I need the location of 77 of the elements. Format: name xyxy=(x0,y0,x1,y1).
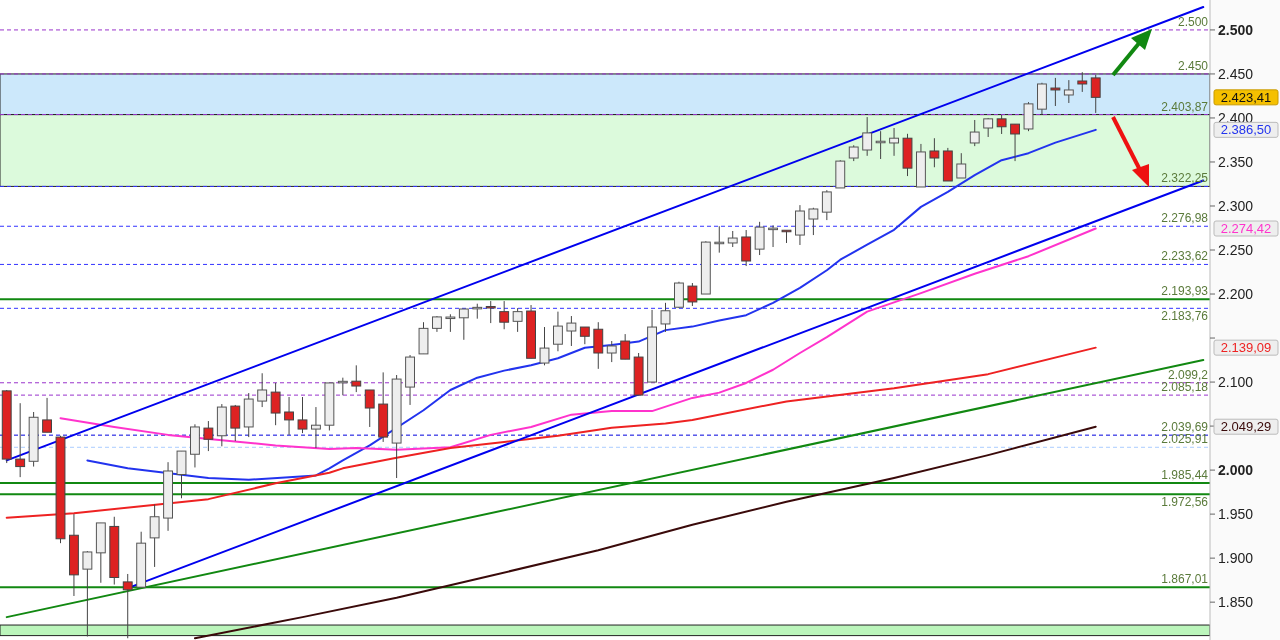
text: 2.274,42 xyxy=(1220,221,1272,237)
candlestick xyxy=(297,396,308,434)
y-tick-label: 2.000 xyxy=(1218,462,1254,479)
candlestick xyxy=(969,119,980,147)
y-tick-label: 1.900 xyxy=(1218,550,1254,567)
candlestick xyxy=(768,224,778,248)
candlestick xyxy=(808,207,819,236)
candlestick xyxy=(284,396,294,436)
candlestick xyxy=(82,550,93,637)
candlestick xyxy=(15,402,26,478)
line-series xyxy=(5,346,1097,519)
candlestick xyxy=(1050,77,1061,107)
text: 2.049,29 xyxy=(1220,419,1272,435)
candlestick xyxy=(311,406,321,449)
candlestick xyxy=(364,389,375,428)
candlestick xyxy=(458,308,469,341)
ref-line-label: 2.183,76 xyxy=(1161,309,1209,324)
ref-line-label: 2.450 xyxy=(1177,58,1209,73)
candlestick xyxy=(593,321,604,370)
candlestick xyxy=(1010,123,1020,162)
candlestick xyxy=(687,282,698,307)
ref-line-label: 2.039,69 xyxy=(1161,420,1209,435)
ref-line-label: 1.972,56 xyxy=(1161,495,1209,510)
candlestick xyxy=(660,302,671,333)
candlestick xyxy=(270,382,281,426)
candlestick xyxy=(1063,79,1074,104)
ref-line-label: 2.500 xyxy=(1177,14,1209,29)
candlestick xyxy=(553,311,563,352)
candlestick xyxy=(821,189,832,221)
y-tick-label: 2.450 xyxy=(1218,65,1254,82)
ref-line-label: 2.276,98 xyxy=(1161,211,1209,226)
candlestick xyxy=(512,307,523,333)
candlestick xyxy=(1090,74,1101,114)
ref-line-label: 2.233,62 xyxy=(1161,249,1209,264)
ref-line-label: 2.193,93 xyxy=(1161,284,1209,299)
ref-line-label: 2.085,18 xyxy=(1161,380,1209,395)
candlestick xyxy=(956,152,967,179)
ref-line-label: 1.867,01 xyxy=(1161,572,1209,587)
ref-line-label: 2.322,25 xyxy=(1161,171,1209,186)
ref-line-label: 2.025,91 xyxy=(1161,432,1209,447)
candlestick xyxy=(539,326,550,366)
y-tick-label: 2.100 xyxy=(1218,374,1254,391)
ref-line-label: 2.403,87 xyxy=(1161,99,1209,114)
text: 2.423,41 xyxy=(1220,89,1272,105)
candlestick xyxy=(257,372,268,408)
candlestick xyxy=(176,450,187,499)
y-tick-label: 2.250 xyxy=(1218,242,1254,259)
text: 2.139,09 xyxy=(1220,340,1272,356)
candlestick xyxy=(781,229,792,244)
candlestick xyxy=(149,503,160,568)
y-tick-label: 1.950 xyxy=(1218,506,1254,523)
candlestick xyxy=(351,364,362,393)
candlestick xyxy=(203,420,214,452)
y-tick-label: 2.350 xyxy=(1218,153,1254,170)
line-series xyxy=(193,425,1097,640)
y-tick-label: 2.500 xyxy=(1218,21,1254,38)
candlestick xyxy=(1077,71,1088,93)
candlestick xyxy=(122,573,133,639)
candlestick xyxy=(996,114,1007,135)
candlestick xyxy=(42,397,52,433)
candlestick xyxy=(230,404,241,442)
ref-line-label: 1.985,44 xyxy=(1161,467,1209,482)
ref-line-label: 2.099,2 xyxy=(1167,367,1209,382)
candlestick xyxy=(620,333,631,360)
candlestick xyxy=(862,116,873,157)
candlestick xyxy=(929,137,940,168)
candlestick xyxy=(499,300,510,330)
candlestick xyxy=(889,127,899,157)
y-tick-label: 2.300 xyxy=(1218,198,1254,214)
y-tick-label: 1.850 xyxy=(1218,594,1254,611)
line-series xyxy=(86,128,1097,481)
y-tick-label: 2.200 xyxy=(1218,286,1254,303)
candlestick xyxy=(566,315,577,347)
line-series xyxy=(59,227,1097,451)
candlestick xyxy=(485,300,496,324)
candlestick xyxy=(754,221,765,256)
candlestick xyxy=(606,340,617,363)
